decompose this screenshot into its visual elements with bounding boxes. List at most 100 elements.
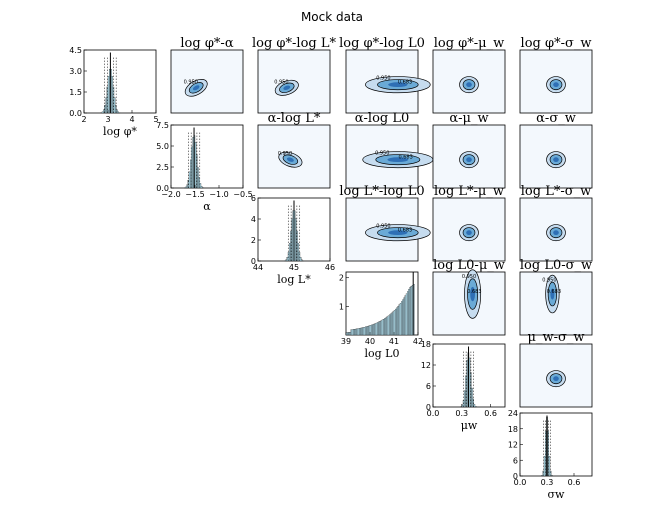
panel-title: log φ*-log L* — [252, 36, 337, 51]
y-tick-label: 7.5 — [156, 121, 169, 130]
histogram-bar — [397, 306, 399, 336]
histogram-bar — [405, 293, 408, 336]
y-tick-label: 2 — [251, 236, 256, 245]
x-axis-label: μw — [461, 419, 478, 432]
x-tick-label: 41 — [389, 337, 399, 346]
x-tick-label: 0.6 — [484, 409, 497, 418]
histogram-bar — [392, 311, 395, 336]
histogram-bar — [362, 327, 365, 336]
histogram-bar — [386, 316, 389, 336]
contour-core — [192, 85, 200, 91]
contour-panel: 0.950 log φ*-log L* — [252, 36, 337, 114]
histogram-bar — [359, 328, 361, 336]
contour-label: 0.950 — [375, 150, 389, 156]
histogram-bar — [543, 456, 546, 477]
contour-core — [387, 157, 409, 163]
contour-label: 0.683 — [467, 289, 481, 295]
histogram-bar — [291, 218, 293, 262]
histogram-bar — [380, 320, 383, 336]
histogram-bar — [396, 307, 398, 336]
contour-panel: μ_w-σ_w — [519, 330, 593, 408]
contour-label: 0.950 — [278, 151, 292, 157]
histogram-bar — [551, 475, 553, 477]
histogram-bar — [361, 327, 363, 336]
histogram-bar — [191, 146, 193, 189]
y-tick-label: 1.5 — [69, 88, 82, 97]
histogram-bar — [375, 322, 378, 336]
panel-title: log φ*-σ_w — [521, 36, 592, 51]
histogram-bar — [541, 475, 543, 477]
histogram-bar — [548, 456, 551, 477]
histogram-bar — [389, 314, 391, 336]
x-tick-label: 0.3 — [541, 478, 554, 487]
contour-core — [553, 230, 559, 236]
y-tick-label: 6 — [426, 382, 431, 391]
histogram-bar — [395, 308, 397, 336]
histogram-mu_w: 0.0 0.3 0.6 0 6 12 18 μw — [421, 340, 506, 432]
y-tick-label: 5.0 — [156, 142, 169, 151]
contour-label: 0.683 — [398, 155, 412, 161]
histogram-bar — [289, 243, 291, 262]
histogram-bar — [374, 323, 377, 336]
histogram-bar — [188, 171, 191, 189]
histogram-bar — [105, 97, 107, 114]
y-tick-label: 0.0 — [156, 184, 169, 193]
histogram-bar — [101, 111, 104, 114]
contour-label: 0.950 — [376, 75, 390, 81]
panel-title: log L0-μ_w — [433, 258, 505, 273]
x-tick-label: −0.5 — [233, 190, 252, 199]
y-tick-label: 0.0 — [69, 109, 82, 118]
contour-core — [466, 230, 472, 236]
panel-title: log L0-σ_w — [520, 258, 592, 273]
contour-panel: log φ*-σ_w — [519, 36, 593, 114]
contour-core — [286, 157, 294, 162]
histogram-bar — [410, 286, 413, 336]
histogram-bar — [409, 287, 411, 336]
histogram-bar — [297, 243, 299, 262]
histogram-bar — [360, 327, 362, 336]
contour-panel: 0.950 0.683 log L*-log L0 — [339, 184, 431, 262]
panel-title: α-σ_w — [536, 111, 576, 126]
histogram-bar — [379, 321, 381, 336]
y-tick-label: 4.5 — [69, 46, 82, 55]
panel-title: α-log L* — [268, 111, 321, 126]
y-tick-label: 0 — [426, 403, 431, 412]
histogram-bar — [547, 430, 549, 477]
histogram-bar — [373, 323, 375, 336]
histogram-bar — [549, 470, 552, 477]
x-tick-label: −1.5 — [185, 190, 204, 199]
panel-title: α-μ_w — [449, 111, 488, 126]
contour-panel: α-σ_w — [519, 111, 593, 189]
x-axis-label: σw — [548, 488, 566, 501]
histogram-bar — [464, 390, 466, 408]
histogram-sigma_w: 0.0 0.3 0.6 0 6 12 18 24 σw — [508, 409, 593, 501]
x-axis-label: log L* — [277, 273, 311, 286]
x-tick-label: 0.3 — [455, 409, 468, 418]
histogram-frame — [170, 124, 244, 189]
histogram-bar — [348, 332, 350, 336]
contour-panel: log L*-σ_w — [519, 184, 593, 262]
y-tick-label: 18 — [508, 425, 518, 434]
y-tick-label: 12 — [508, 441, 518, 450]
histogram-bar — [391, 312, 393, 336]
histogram-bar — [473, 404, 476, 408]
histogram-log_L0: 39 40 41 42 1 2 log L0 — [339, 271, 423, 360]
panel-title: log φ*-log L0 — [339, 36, 425, 51]
histogram-frame — [83, 49, 157, 114]
histogram-bar — [385, 317, 387, 336]
histogram-bar — [393, 310, 396, 336]
histogram-bar — [398, 304, 401, 336]
histogram-bar — [408, 288, 410, 336]
histogram-bar — [390, 313, 392, 336]
histogram-bar — [404, 295, 407, 336]
histogram-bar — [285, 259, 287, 262]
histogram-bar — [347, 332, 349, 336]
x-tick-label: 44 — [253, 263, 263, 272]
histogram-log_phi_star: 2 3 4 5 0.0 1.5 3.0 4.5 log φ* — [69, 46, 158, 138]
histogram-bar — [471, 387, 473, 408]
histogram-bar — [365, 326, 367, 336]
histogram-bar — [299, 257, 302, 262]
histogram-bar — [111, 76, 113, 114]
histogram-bar — [107, 76, 110, 114]
